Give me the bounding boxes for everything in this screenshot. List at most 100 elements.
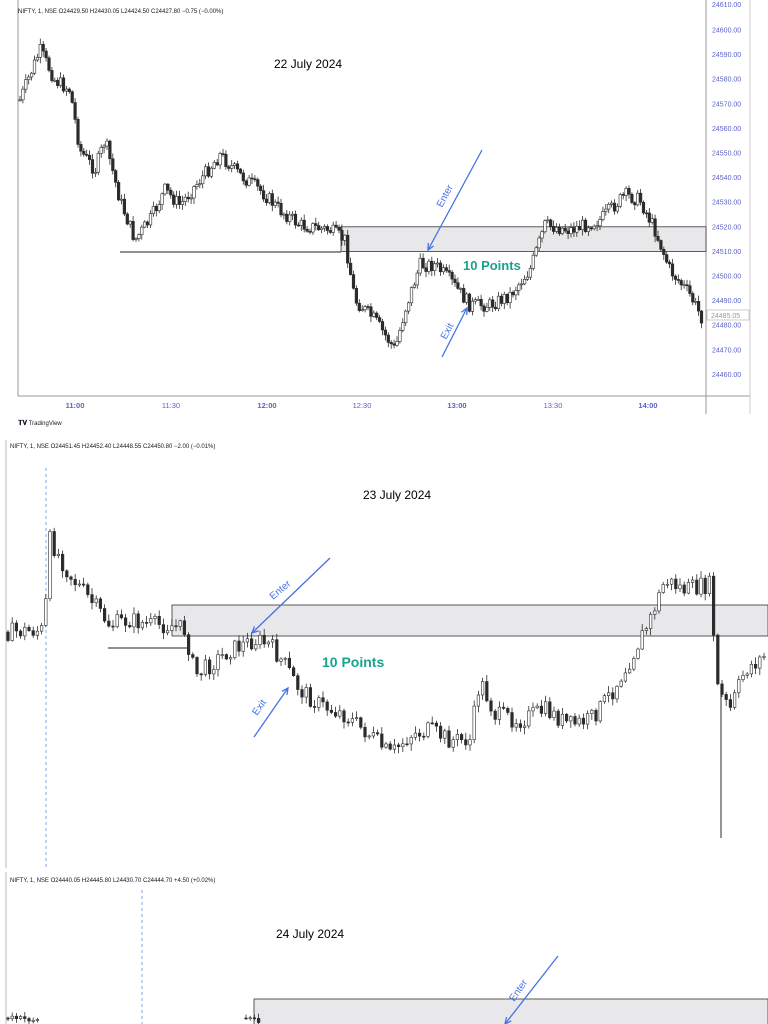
candle-body (252, 1017, 257, 1020)
candle-body (195, 657, 199, 675)
candle-body (732, 692, 737, 708)
candle-body (462, 288, 466, 303)
candle-body (388, 743, 392, 750)
candle-body (590, 709, 594, 714)
candle-body (187, 634, 191, 655)
candle-body (305, 228, 309, 232)
candle-body (586, 227, 590, 232)
candle-body (224, 153, 228, 167)
candlestick-chart[interactable]: Enter Exit 10 Points (0, 440, 768, 868)
candle-body (319, 227, 324, 231)
exit-label: Exit (439, 321, 457, 341)
y-tick-label: 24570.00 (712, 101, 741, 108)
candle-body (383, 329, 388, 336)
y-tick-label: 24600.00 (712, 28, 741, 35)
candle-body (404, 310, 408, 324)
candle-body (595, 225, 599, 228)
candle-body (413, 732, 418, 738)
candle-body (290, 213, 295, 216)
candle-body (401, 322, 405, 331)
candle-body (598, 701, 602, 722)
candle-body (427, 260, 431, 272)
enter-label: Enter (268, 578, 294, 602)
candle-body (741, 675, 745, 680)
candle-body (691, 293, 695, 303)
candle-body (238, 168, 243, 174)
candle-body (65, 570, 69, 578)
candle-body (10, 1015, 14, 1019)
candle-body (204, 166, 208, 177)
candle-body (157, 204, 161, 212)
candle-body (392, 343, 396, 346)
candle-body (716, 634, 720, 685)
candle-body (438, 262, 443, 273)
candle-body (195, 184, 199, 187)
candle-body (657, 592, 661, 612)
candle-body (447, 730, 451, 748)
candle-body (548, 701, 552, 718)
candle-body (602, 695, 606, 702)
candle-body (434, 722, 439, 727)
candle-body (606, 692, 611, 696)
chart-date-title: 22 July 2024 (274, 57, 343, 71)
candle-body (435, 262, 440, 265)
candle-body (312, 706, 317, 708)
candle-body (76, 119, 80, 145)
candle-body (85, 154, 89, 156)
candle-body (609, 202, 614, 205)
candle-body (372, 312, 376, 317)
exit-arrow-head (281, 686, 289, 696)
candle-body (6, 1017, 10, 1020)
candle-body (366, 306, 370, 308)
candle-body (453, 278, 457, 283)
candle-body (18, 99, 22, 102)
candle-body (256, 179, 260, 187)
candle-body (667, 261, 672, 265)
candle-body (267, 193, 272, 204)
candle-body (384, 743, 388, 748)
candle-body (79, 144, 83, 152)
candle-body (38, 44, 42, 58)
candle-body (619, 680, 623, 687)
candle-body (615, 685, 619, 700)
candle-body (560, 713, 564, 726)
candle-body (537, 237, 541, 249)
candle-body (198, 183, 202, 186)
candlestick-chart[interactable]: 24610.00 24600.00 24590.00 24580.00 24570.00… (0, 0, 768, 432)
candle-body (256, 1018, 261, 1023)
candle-body (348, 262, 353, 275)
candle-body (220, 654, 224, 656)
candle-body (459, 734, 464, 741)
candle-body (375, 312, 379, 318)
candle-body (224, 654, 229, 660)
candle-body (258, 635, 262, 645)
candle-body (29, 72, 34, 78)
candle-body (44, 50, 48, 59)
x-tick-label: 12:30 (353, 401, 372, 410)
candle-body (170, 625, 174, 631)
candle-body (375, 732, 380, 735)
candle-body (699, 577, 703, 595)
x-tick-label: 14:00 (638, 401, 657, 410)
candle-body (248, 1017, 252, 1020)
candle-body (662, 248, 666, 255)
candle-body (638, 192, 643, 203)
x-tick-label: 11:00 (66, 401, 85, 410)
candle-body (136, 613, 140, 629)
y-tick-label: 24460.00 (712, 372, 741, 379)
candle-body (35, 57, 39, 61)
symbol-header: NIFTY, 1, NSE O24429.50 H24430.05 L24424… (18, 9, 224, 15)
candle-body (180, 201, 185, 205)
candle-body (611, 692, 615, 700)
candle-body (174, 625, 178, 628)
candle-body (329, 709, 334, 713)
y-tick-label: 24560.00 (712, 126, 741, 133)
candle-body (58, 77, 63, 86)
candle-body (208, 659, 212, 675)
candle-body (337, 226, 341, 231)
candle-body (627, 188, 631, 195)
candle-body (350, 718, 355, 723)
candlestick-chart[interactable]: Enter (0, 872, 768, 1024)
candle-body (288, 214, 292, 222)
candle-body (531, 707, 535, 712)
